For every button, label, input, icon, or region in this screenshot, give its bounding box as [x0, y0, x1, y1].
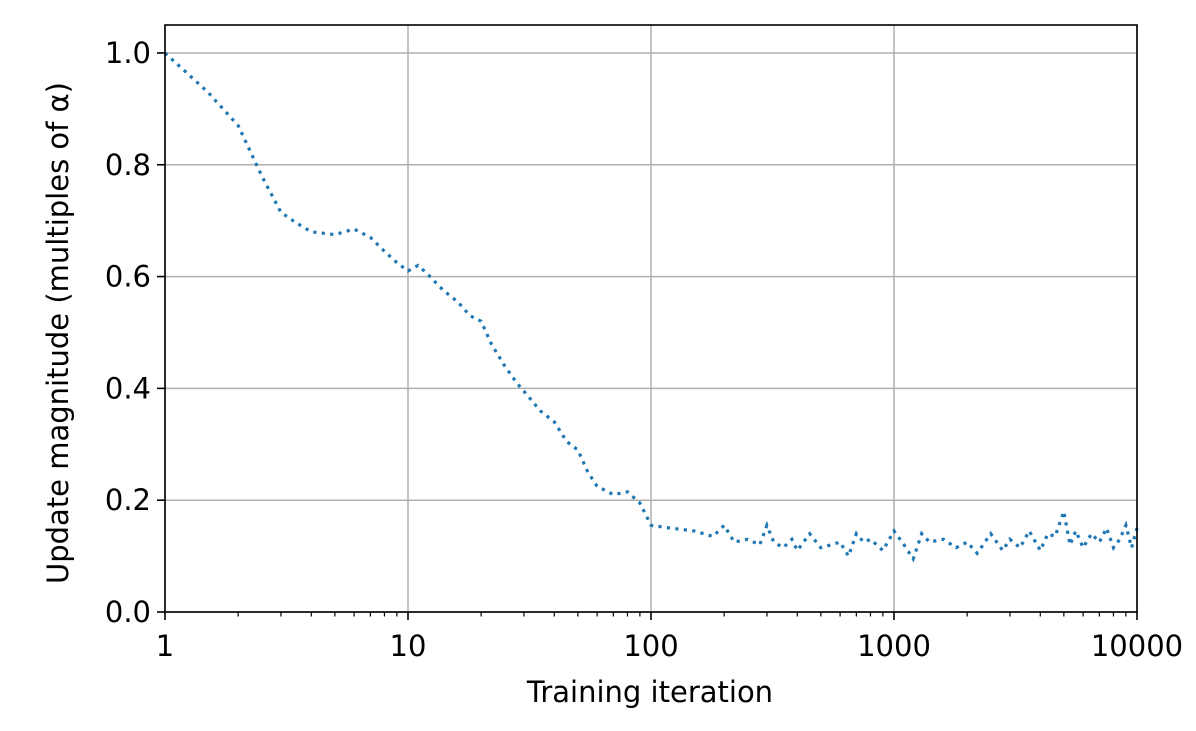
- y-tick-label: 1.0: [105, 36, 151, 70]
- y-axis-label: Update magnitude (multiples of α): [41, 82, 75, 584]
- y-tick-label: 0.4: [105, 371, 151, 405]
- x-tick-label: 100: [623, 629, 678, 663]
- x-tick-label: 10000: [1091, 629, 1183, 663]
- x-tick-label: 10: [390, 629, 427, 663]
- y-tick-label: 0.2: [105, 483, 151, 517]
- y-tick-label: 0.6: [105, 260, 151, 294]
- y-tick-label: 0.8: [105, 148, 151, 182]
- x-tick-label: 1000: [857, 629, 931, 663]
- tick-layer: 1 10 100 1000 10000 0.0 0.2 0.4 0.6 0.8 1.0: [105, 36, 1183, 663]
- y-tick-label: 0.0: [105, 595, 151, 629]
- grid-layer: [165, 25, 1137, 612]
- x-tick-label: 1: [156, 629, 174, 663]
- x-axis-label: Training iteration: [526, 675, 773, 709]
